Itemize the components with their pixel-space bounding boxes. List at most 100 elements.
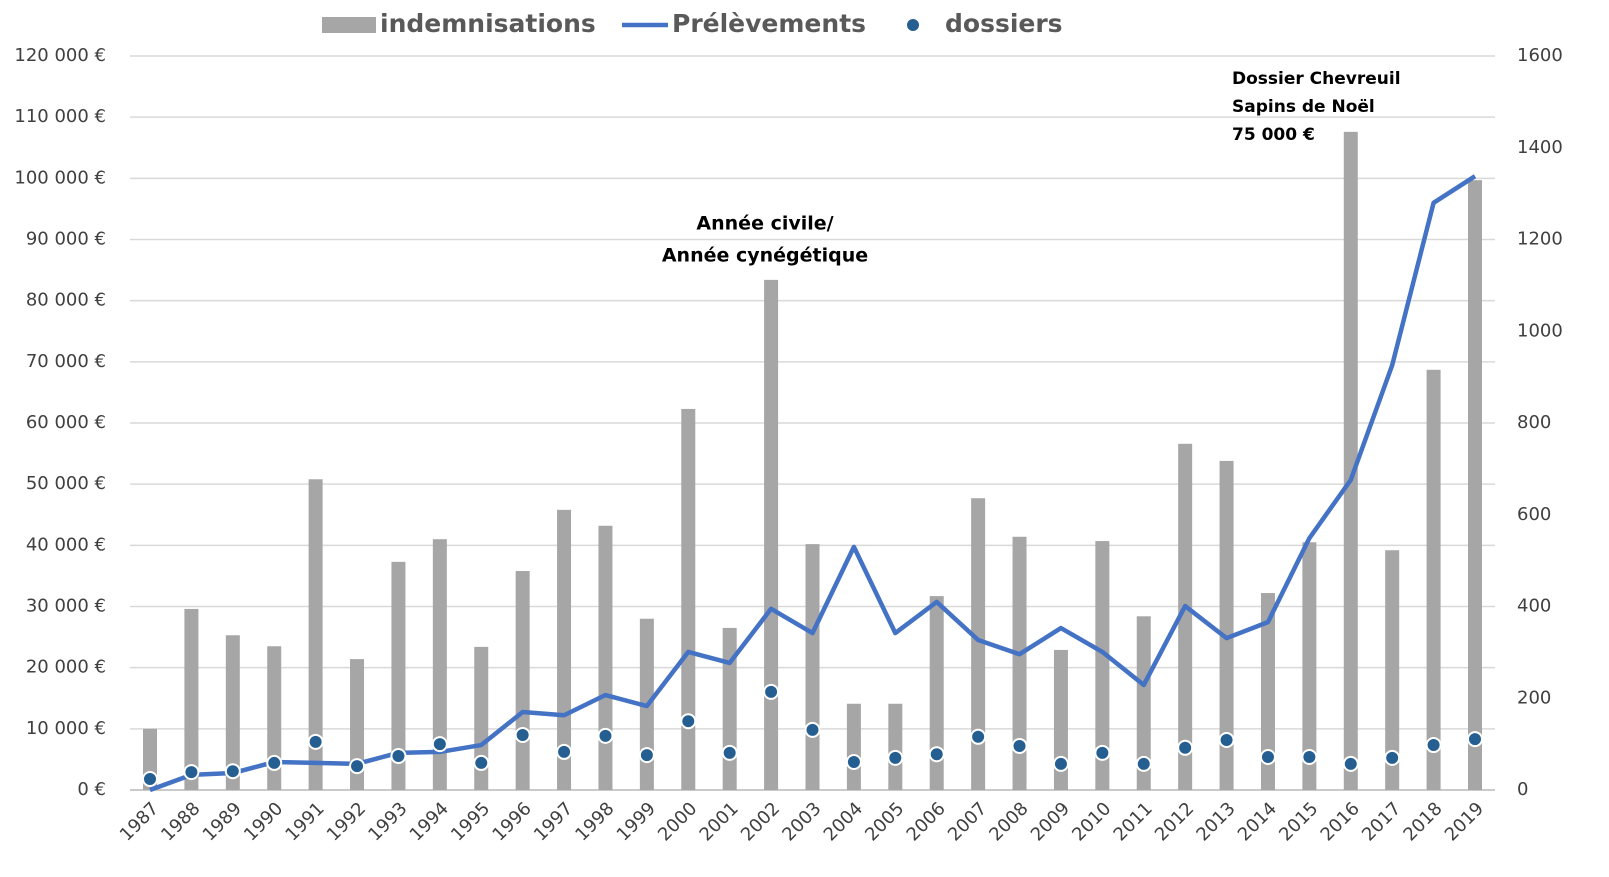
bar xyxy=(846,703,861,790)
x-tick-label: 1992 xyxy=(323,798,370,845)
x-tick-label: 1987 xyxy=(116,798,163,845)
legend-label: dossiers xyxy=(945,9,1063,38)
dot xyxy=(1011,737,1028,754)
dot xyxy=(307,733,324,750)
bar xyxy=(557,509,572,790)
bar xyxy=(764,279,779,790)
y-tick-label: 0 € xyxy=(77,779,106,800)
x-tick-label: 1997 xyxy=(530,798,577,845)
bar xyxy=(888,703,903,790)
y-tick-label: 50 000 € xyxy=(26,473,106,494)
y-tick-label: 60 000 € xyxy=(26,412,106,433)
legend-swatch xyxy=(905,17,921,33)
bar xyxy=(308,479,323,790)
y2-tick-label: 1600 xyxy=(1517,45,1563,66)
dot xyxy=(1135,755,1152,772)
x-tick-label: 2002 xyxy=(737,798,784,845)
dot xyxy=(804,721,821,738)
x-tick-label: 1990 xyxy=(240,798,287,845)
bar xyxy=(225,635,240,790)
x-tick-label: 1996 xyxy=(488,798,535,845)
y-tick-label: 20 000 € xyxy=(26,657,106,678)
dot xyxy=(680,713,697,730)
bar xyxy=(515,571,530,790)
x-tick-label: 2006 xyxy=(903,798,950,845)
y-tick-label: 70 000 € xyxy=(26,351,106,372)
y2-tick-label: 800 xyxy=(1517,412,1551,433)
y2-tick-label: 400 xyxy=(1517,596,1551,617)
annotation: Année civile/ xyxy=(696,213,833,235)
y2-tick-label: 1200 xyxy=(1517,229,1563,250)
x-tick-label: 2000 xyxy=(654,798,701,845)
dot xyxy=(928,746,945,763)
bar xyxy=(598,525,613,790)
bar xyxy=(681,408,696,790)
x-tick-label: 2010 xyxy=(1068,798,1115,845)
dot xyxy=(1425,737,1442,754)
dot xyxy=(1177,739,1194,756)
x-tick-label: 2015 xyxy=(1275,798,1322,845)
dot xyxy=(1467,731,1483,748)
x-tick-label: 2007 xyxy=(944,798,991,845)
x-tick-label: 1993 xyxy=(364,798,411,845)
annotation: Dossier Chevreuil xyxy=(1232,69,1401,89)
dot xyxy=(597,727,614,744)
y-tick-label: 10 000 € xyxy=(26,718,106,739)
dot xyxy=(142,770,158,787)
dot xyxy=(349,758,366,775)
dot xyxy=(1094,744,1111,761)
x-tick-label: 2004 xyxy=(820,798,867,845)
y2-tick-label: 600 xyxy=(1517,504,1551,525)
bar xyxy=(929,596,944,790)
x-tick-label: 2019 xyxy=(1441,798,1488,845)
x-tick-label: 2009 xyxy=(1027,798,1074,845)
dot xyxy=(1384,749,1401,766)
dot xyxy=(1342,755,1359,772)
bar xyxy=(474,646,489,790)
dot xyxy=(390,748,407,765)
dot xyxy=(845,754,862,771)
bar xyxy=(971,498,986,790)
y2-tick-label: 1400 xyxy=(1517,137,1563,158)
y2-tick-label: 1000 xyxy=(1517,320,1563,341)
y-tick-label: 80 000 € xyxy=(26,290,106,311)
dot xyxy=(1052,755,1069,772)
bar xyxy=(1178,443,1193,790)
x-tick-label: 1991 xyxy=(281,798,328,845)
y-tick-label: 90 000 € xyxy=(26,229,106,250)
x-tick-label: 1989 xyxy=(199,798,246,845)
x-tick-label: 2001 xyxy=(696,798,743,845)
y2-tick-label: 0 xyxy=(1517,779,1528,800)
dot xyxy=(183,764,200,781)
dot xyxy=(224,763,241,780)
bar xyxy=(432,539,447,790)
bar xyxy=(1136,616,1151,790)
x-tick-label: 1994 xyxy=(406,798,453,845)
x-tick-label: 2003 xyxy=(778,798,825,845)
legend-label: indemnisations xyxy=(380,9,596,38)
x-tick-label: 2018 xyxy=(1399,798,1446,845)
legend-label: Prélèvements xyxy=(672,9,866,38)
y-tick-label: 40 000 € xyxy=(26,534,106,555)
x-tick-label: 2017 xyxy=(1358,798,1405,845)
dot xyxy=(473,754,490,771)
bar xyxy=(1219,460,1234,790)
bar xyxy=(805,544,820,790)
dot xyxy=(970,728,987,745)
bar xyxy=(722,627,737,790)
dot xyxy=(1218,731,1235,748)
dot xyxy=(763,683,780,700)
x-tick-label: 2005 xyxy=(861,798,908,845)
legend-swatch xyxy=(322,17,376,33)
bar xyxy=(1260,593,1275,790)
dot xyxy=(556,743,573,760)
x-tick-label: 2016 xyxy=(1317,798,1364,845)
bar xyxy=(1302,542,1317,790)
x-tick-label: 1995 xyxy=(447,798,494,845)
bar xyxy=(1468,180,1482,790)
bar xyxy=(184,608,199,790)
bar xyxy=(1426,369,1441,790)
dot xyxy=(721,744,738,761)
annotation: 75 000 € xyxy=(1232,125,1315,145)
